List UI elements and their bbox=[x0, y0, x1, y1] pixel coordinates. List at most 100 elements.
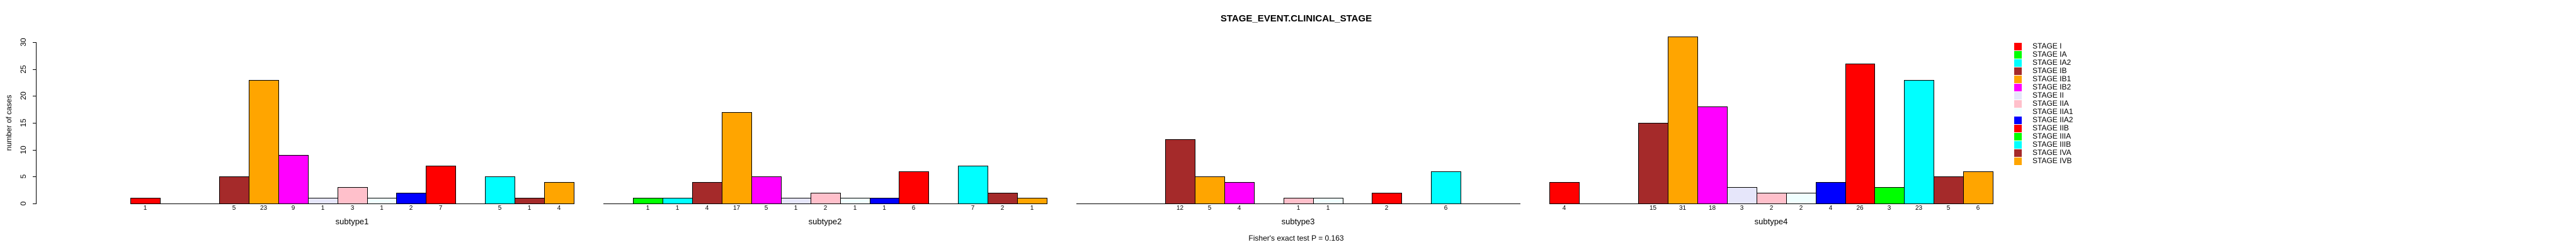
bar-subtype3-stage-ib bbox=[1165, 139, 1195, 204]
legend-swatch bbox=[2014, 75, 2022, 83]
bar-subtype3-stage-ib1 bbox=[1195, 176, 1225, 204]
bar-value-label: 1 bbox=[794, 205, 798, 212]
bar-value-label: 9 bbox=[291, 205, 295, 212]
footnote: Fisher's exact test P = 0.163 bbox=[1248, 234, 1344, 243]
bar-subtype2-stage-iia2 bbox=[870, 198, 899, 204]
bar-value-label: 6 bbox=[1444, 205, 1448, 212]
bar-value-label: 2 bbox=[1799, 205, 1803, 212]
bar-value-label: 4 bbox=[557, 205, 561, 212]
bar-value-label: 31 bbox=[1678, 205, 1687, 212]
bar-value-label: 3 bbox=[350, 205, 355, 212]
y-tick bbox=[33, 176, 36, 177]
bar-subtype4-stage-iva bbox=[1934, 176, 1964, 204]
bar-value-label: 2 bbox=[823, 205, 828, 212]
bar-subtype2-stage-iib bbox=[899, 171, 929, 204]
bar-value-label: 1 bbox=[1296, 205, 1301, 212]
bar-value-label: 12 bbox=[1176, 205, 1184, 212]
bar-value-label: 3 bbox=[1740, 205, 1744, 212]
bar-subtype1-stage-ivb bbox=[544, 182, 574, 204]
legend-item: STAGE IB2 bbox=[2014, 83, 2073, 91]
bar-value-label: 2 bbox=[409, 205, 413, 212]
legend-swatch bbox=[2014, 157, 2022, 165]
legend-label: STAGE IIA bbox=[2032, 99, 2069, 108]
y-tick-label: 25 bbox=[19, 65, 28, 74]
bar-value-label: 1 bbox=[882, 205, 886, 212]
legend-swatch bbox=[2014, 124, 2022, 132]
legend-item: STAGE IB1 bbox=[2014, 75, 2073, 83]
y-tick-label: 15 bbox=[19, 118, 28, 127]
bar-subtype2-stage-ia bbox=[633, 198, 663, 204]
legend-item: STAGE IA bbox=[2014, 50, 2073, 59]
bar-value-label: 1 bbox=[646, 205, 650, 212]
y-tick bbox=[33, 203, 36, 204]
legend-swatch bbox=[2014, 149, 2022, 157]
legend-label: STAGE IB bbox=[2032, 66, 2067, 75]
legend-label: STAGE IA2 bbox=[2032, 58, 2072, 67]
bar-value-label: 4 bbox=[1828, 205, 1833, 212]
bar-subtype2-stage-ib1 bbox=[722, 112, 752, 204]
bar-subtype3-stage-iib bbox=[1372, 193, 1402, 204]
bar-value-label: 6 bbox=[1976, 205, 1980, 212]
legend-item: STAGE IVB bbox=[2014, 157, 2073, 165]
bar-value-label: 2 bbox=[1384, 205, 1389, 212]
bar-subtype1-stage-i bbox=[130, 198, 161, 204]
legend-item: STAGE IIIB bbox=[2014, 140, 2073, 149]
bar-value-label: 5 bbox=[1207, 205, 1212, 212]
bar-subtype3-stage-iia bbox=[1284, 198, 1314, 204]
bar-subtype3-stage-iiib bbox=[1431, 171, 1461, 204]
bar-value-label: 17 bbox=[732, 205, 741, 212]
legend-item: STAGE I bbox=[2014, 42, 2073, 50]
bar-subtype2-stage-iva bbox=[988, 193, 1018, 204]
bar-value-label: 5 bbox=[764, 205, 768, 212]
bar-subtype4-stage-iia1 bbox=[1786, 193, 1816, 204]
bar-value-label: 1 bbox=[1326, 205, 1330, 212]
bar-subtype4-stage-iia bbox=[1757, 193, 1787, 204]
legend-label: STAGE IIA1 bbox=[2032, 107, 2073, 116]
legend-swatch bbox=[2014, 50, 2022, 59]
bar-value-label: 6 bbox=[911, 205, 916, 212]
legend-label: STAGE II bbox=[2032, 91, 2064, 100]
legend-swatch bbox=[2014, 140, 2022, 149]
bar-subtype1-stage-iiib bbox=[485, 176, 515, 204]
bar-value-label: 1 bbox=[1030, 205, 1034, 212]
bar-subtype4-stage-ib2 bbox=[1697, 106, 1728, 204]
legend-label: STAGE IB2 bbox=[2032, 83, 2072, 91]
bar-subtype4-stage-iiia bbox=[1874, 187, 1905, 204]
bar-value-label: 23 bbox=[259, 205, 268, 212]
bar-subtype4-stage-iiib bbox=[1904, 80, 1934, 204]
bar-subtype4-stage-ii bbox=[1727, 187, 1757, 204]
legend: STAGE I STAGE IA STAGE IA2 STAGE IB STAGE IB… bbox=[2014, 42, 2073, 165]
bar-subtype1-stage-ib bbox=[219, 176, 249, 204]
bar-subtype3-stage-iia1 bbox=[1313, 198, 1343, 204]
bar-value-label: 2 bbox=[1000, 205, 1005, 212]
bar-subtype1-stage-iib bbox=[426, 166, 456, 204]
bar-value-label: 4 bbox=[1237, 205, 1241, 212]
bar-value-label: 15 bbox=[1649, 205, 1657, 212]
bar-value-label: 7 bbox=[971, 205, 975, 212]
legend-label: STAGE IIA2 bbox=[2032, 115, 2073, 124]
legend-swatch bbox=[2014, 91, 2022, 100]
legend-label: STAGE I bbox=[2032, 42, 2062, 50]
bar-value-label: 1 bbox=[380, 205, 384, 212]
legend-label: STAGE IIB bbox=[2032, 123, 2069, 132]
bar-subtype2-stage-ib bbox=[692, 182, 722, 204]
legend-swatch bbox=[2014, 132, 2022, 140]
group-label-subtype1: subtype1 bbox=[335, 217, 369, 226]
legend-item: STAGE IB bbox=[2014, 67, 2073, 75]
legend-swatch bbox=[2014, 59, 2022, 67]
bar-subtype4-stage-ib1 bbox=[1668, 37, 1698, 204]
bar-value-label: 1 bbox=[527, 205, 532, 212]
legend-label: STAGE IB1 bbox=[2032, 74, 2072, 83]
bar-subtype1-stage-iia bbox=[338, 187, 368, 204]
bar-subtype4-stage-iib bbox=[1845, 64, 1875, 204]
y-tick-label: 5 bbox=[19, 174, 28, 179]
y-axis-label: number of cases bbox=[4, 94, 13, 151]
group-label-subtype2: subtype2 bbox=[808, 217, 842, 226]
group-label-subtype4: subtype4 bbox=[1754, 217, 1788, 226]
bar-subtype2-stage-iia bbox=[811, 193, 841, 204]
bar-subtype2-stage-ib2 bbox=[751, 176, 782, 204]
bar-subtype4-stage-iia2 bbox=[1816, 182, 1846, 204]
bar-subtype1-stage-iia1 bbox=[367, 198, 397, 204]
bar-value-label: 5 bbox=[498, 205, 502, 212]
